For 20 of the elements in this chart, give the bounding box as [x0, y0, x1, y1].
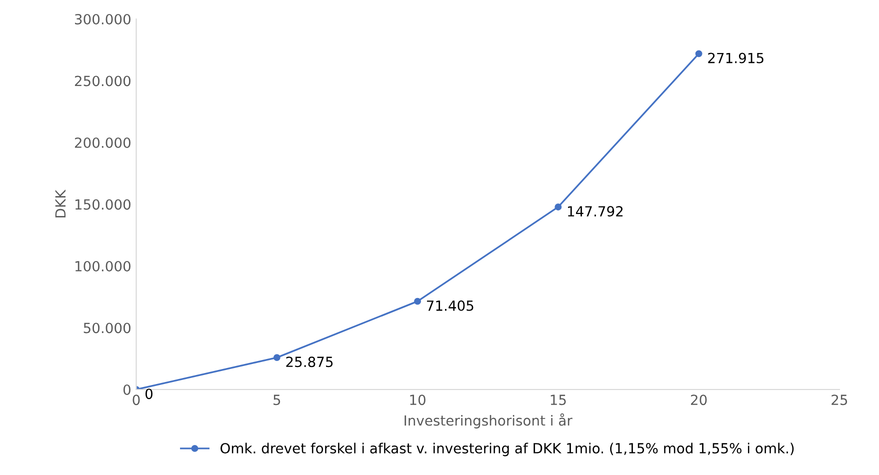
- y-tick-label: 50.000: [84, 322, 130, 334]
- y-tick-label: 100.000: [75, 260, 130, 272]
- x-tick-label: 5: [274, 394, 280, 406]
- y-tick-label: 200.000: [74, 137, 130, 148]
- y-tick-label: 0: [123, 384, 130, 395]
- legend-label: Omk. drevet forskel i afkast v. investering af DKK 1mio. (1,15% mod 1,55% i omk.): [220, 442, 794, 456]
- y-tick-label: 250.000: [74, 76, 130, 86]
- data-label: 71.405: [427, 300, 474, 311]
- x-tick-label: 20: [690, 394, 707, 406]
- x-tick-label: 15: [550, 394, 566, 406]
- data-label: 271.915: [708, 52, 764, 64]
- data-label: 147.792: [568, 206, 623, 217]
- data-label: 25.875: [286, 356, 333, 368]
- x-tick-label: 25: [832, 394, 848, 406]
- x-axis-title: Investeringshorisont i år: [404, 413, 572, 428]
- x-tick-label: 10: [410, 394, 426, 406]
- x-tick-label: 0: [132, 394, 140, 406]
- y-tick-label: 150.000: [75, 199, 130, 210]
- y-axis-title: DKK: [55, 190, 66, 218]
- y-tick-label: 300.000: [75, 14, 130, 24]
